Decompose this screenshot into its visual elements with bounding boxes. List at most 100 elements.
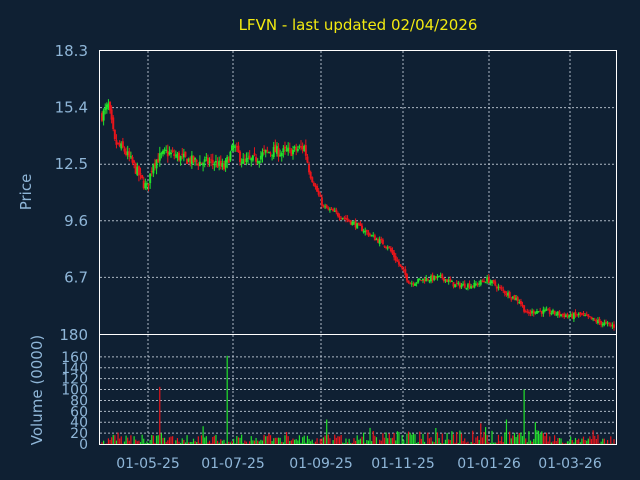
candle-body [109, 101, 112, 111]
candle-body [357, 223, 360, 225]
candle-body [134, 163, 137, 174]
candle-body [344, 217, 347, 220]
candle-body [181, 153, 184, 155]
candle-body [216, 162, 219, 168]
candle-body [157, 158, 160, 163]
candle-body [593, 319, 596, 321]
candle-body [349, 220, 352, 225]
candle-body [367, 232, 370, 236]
candle-body [531, 310, 534, 314]
candle-body [107, 103, 110, 108]
candle-body [316, 186, 319, 192]
candle-body [128, 151, 131, 157]
candle-body [163, 149, 166, 151]
candle-body [348, 219, 351, 222]
candle-body [182, 153, 185, 158]
price-axis-label: Price [17, 174, 35, 211]
candle-body [425, 278, 428, 282]
date-tick-label: 01-07-25 [201, 456, 265, 472]
candle-body [545, 309, 548, 311]
candle-body [327, 208, 330, 210]
candle-body [539, 310, 542, 312]
candle-body [248, 155, 251, 159]
price-tick-label: 18.3 [55, 42, 88, 60]
candle-body [144, 183, 147, 189]
candle-body [407, 280, 410, 283]
candle-body [125, 151, 128, 155]
candle-body [491, 280, 494, 284]
candle-body [165, 149, 168, 151]
candle-body [245, 158, 248, 162]
candle-body [463, 283, 466, 288]
candle-body [101, 113, 103, 121]
candle-body [476, 283, 479, 286]
candle-body [388, 246, 391, 248]
candle-body [465, 287, 468, 289]
candle-body [251, 155, 254, 161]
candle-body [523, 305, 526, 312]
candle-body [194, 158, 197, 160]
candle-body [288, 147, 291, 149]
candle-body [601, 323, 604, 326]
candle-body [224, 160, 227, 168]
candle-body [556, 311, 559, 316]
candle-body [155, 159, 158, 169]
candle-body [418, 279, 421, 281]
candle-body [274, 144, 277, 153]
candle-body [399, 264, 402, 267]
candle-body [105, 104, 108, 110]
candle-body [287, 147, 290, 152]
volume-tick-label: 160 [61, 350, 88, 366]
candle-body [319, 195, 322, 197]
candle-body [507, 292, 510, 296]
candle-body [300, 146, 303, 148]
candle-body [486, 277, 489, 282]
candle-body [383, 245, 386, 247]
candle-body [308, 164, 311, 173]
candle-body [168, 152, 171, 155]
candle-body [186, 158, 189, 165]
candle-body [203, 159, 206, 162]
candle-body [145, 183, 148, 185]
candle-body [214, 160, 217, 163]
candle-body [611, 325, 614, 327]
volume-tick-label: 60 [70, 404, 88, 420]
candle-body [592, 318, 595, 320]
candle-body [158, 153, 161, 161]
candle-body [415, 282, 418, 284]
candle-body [494, 281, 497, 286]
candle-body [499, 287, 502, 289]
candle-body [192, 155, 195, 163]
candle-body [478, 283, 481, 285]
date-axis-ticks: 01-05-25 01-07-25 01-09-25 01-11-25 01-01-26… [116, 456, 602, 472]
candle-body [219, 161, 222, 166]
candle-body [454, 284, 457, 288]
candle-body [152, 164, 155, 174]
candle-body [550, 313, 553, 315]
candle-body [160, 153, 163, 155]
candle-body [433, 275, 436, 280]
candle-body [243, 159, 246, 161]
candle-body [561, 313, 564, 315]
candle-body [272, 146, 275, 158]
candle-body [311, 177, 314, 183]
candle-body [600, 321, 603, 325]
date-tick-label: 01-01-26 [457, 456, 521, 472]
candle-body [303, 145, 306, 152]
candle-body [404, 269, 407, 275]
candle-body [410, 283, 413, 285]
price-candles [101, 99, 615, 331]
price-tick-label: 12.5 [55, 155, 88, 173]
candle-body [277, 147, 280, 157]
candle-body [226, 156, 229, 163]
candle-body [110, 109, 113, 120]
candle-body [142, 180, 145, 189]
candle-body [391, 250, 394, 254]
candle-body [240, 162, 243, 164]
candle-body [150, 170, 153, 172]
candle-body [113, 129, 116, 140]
price-gridlines [100, 107, 616, 278]
candle-body [283, 146, 286, 149]
candle-body [232, 145, 235, 149]
